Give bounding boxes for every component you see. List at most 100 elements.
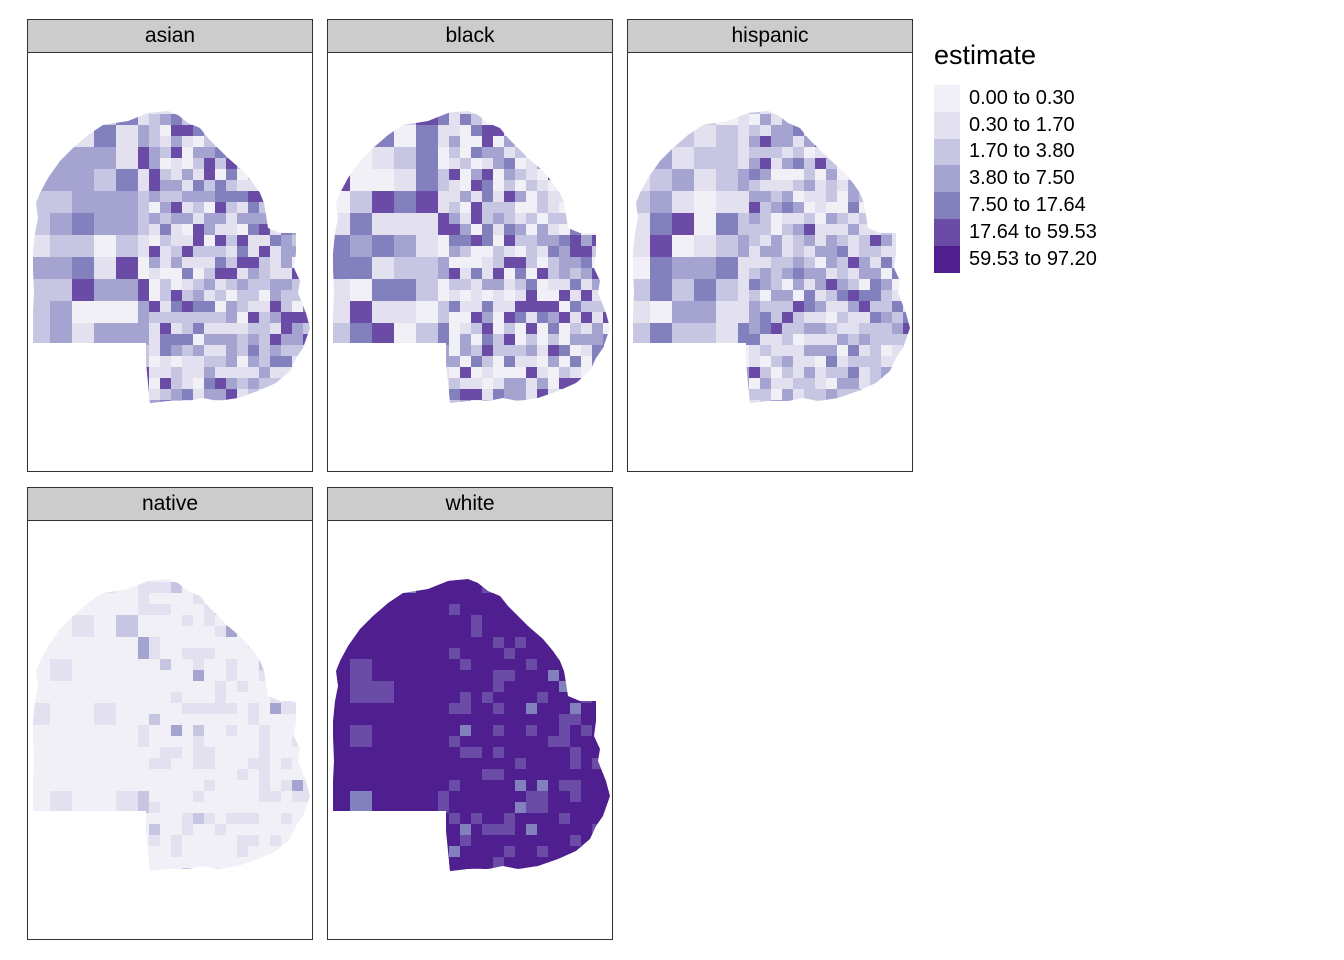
tract bbox=[328, 411, 351, 434]
tract bbox=[248, 111, 260, 115]
tract bbox=[672, 111, 695, 126]
tract bbox=[592, 579, 604, 583]
tract bbox=[281, 367, 293, 379]
legend-entry: 0.30 to 1.70 bbox=[934, 111, 1097, 139]
tract bbox=[493, 747, 505, 759]
legend-entry: 17.64 to 59.53 bbox=[934, 218, 1097, 246]
tract bbox=[515, 312, 527, 324]
tract bbox=[760, 400, 772, 403]
tract bbox=[171, 780, 183, 792]
tract bbox=[537, 835, 549, 847]
tract bbox=[460, 769, 472, 781]
facet-strip-label: hispanic bbox=[627, 19, 913, 53]
tract bbox=[559, 202, 571, 214]
tract bbox=[559, 125, 571, 137]
tract bbox=[515, 323, 527, 335]
tract bbox=[281, 758, 293, 770]
tract bbox=[449, 235, 461, 247]
tract bbox=[559, 191, 571, 203]
tract bbox=[449, 202, 461, 214]
tract bbox=[215, 290, 227, 302]
tract bbox=[333, 769, 351, 792]
tract bbox=[303, 769, 310, 781]
tract bbox=[248, 813, 260, 825]
tract bbox=[193, 180, 205, 192]
tract bbox=[449, 736, 461, 748]
tract bbox=[559, 290, 571, 302]
tract bbox=[270, 648, 282, 660]
tract bbox=[815, 268, 827, 280]
tract bbox=[771, 257, 783, 269]
tract bbox=[94, 191, 117, 214]
tract bbox=[892, 301, 904, 313]
tract bbox=[182, 615, 194, 627]
tract bbox=[270, 213, 282, 225]
tract bbox=[171, 136, 183, 148]
tract bbox=[50, 169, 73, 192]
tract bbox=[881, 389, 893, 401]
tract bbox=[204, 257, 216, 269]
tract bbox=[603, 389, 610, 401]
legend-swatch bbox=[934, 111, 960, 139]
tract bbox=[592, 202, 604, 214]
tract bbox=[633, 367, 651, 390]
tract bbox=[292, 835, 304, 847]
tract bbox=[215, 169, 227, 181]
tract bbox=[694, 169, 717, 192]
tract bbox=[460, 301, 472, 313]
tract bbox=[303, 246, 310, 258]
tract bbox=[815, 389, 827, 401]
tract bbox=[592, 593, 604, 605]
tract bbox=[537, 582, 549, 594]
tract bbox=[771, 301, 783, 313]
tract bbox=[782, 180, 794, 192]
tract bbox=[149, 279, 161, 291]
tract bbox=[460, 604, 472, 616]
tract bbox=[33, 323, 51, 346]
tract bbox=[33, 169, 51, 192]
tract bbox=[215, 345, 227, 357]
tract bbox=[493, 758, 505, 770]
tract bbox=[160, 582, 172, 594]
tract bbox=[493, 791, 505, 803]
tract bbox=[394, 747, 417, 770]
tract bbox=[303, 158, 310, 170]
tract bbox=[116, 857, 139, 871]
tract bbox=[303, 659, 310, 671]
tract bbox=[160, 637, 172, 649]
tract bbox=[782, 279, 794, 291]
tract bbox=[526, 400, 538, 403]
tract bbox=[460, 758, 472, 770]
tract bbox=[160, 703, 172, 715]
tract bbox=[281, 378, 293, 390]
tract bbox=[259, 158, 271, 170]
tract bbox=[471, 824, 483, 836]
tract bbox=[581, 312, 593, 324]
tract bbox=[204, 114, 216, 126]
tract bbox=[350, 411, 373, 434]
tract bbox=[570, 747, 582, 759]
tract bbox=[182, 681, 194, 693]
tract bbox=[394, 769, 417, 792]
tract bbox=[592, 268, 604, 280]
tract bbox=[859, 224, 871, 236]
tract bbox=[482, 857, 494, 869]
tract bbox=[270, 224, 282, 236]
tract bbox=[493, 769, 505, 781]
tract bbox=[760, 158, 772, 170]
tract bbox=[460, 736, 472, 748]
tract bbox=[870, 268, 882, 280]
tract bbox=[570, 191, 582, 203]
tract bbox=[548, 246, 560, 258]
tract bbox=[837, 389, 849, 401]
tract bbox=[372, 301, 395, 324]
tract bbox=[504, 180, 516, 192]
tract bbox=[171, 356, 183, 368]
tract bbox=[372, 257, 395, 280]
tract bbox=[859, 301, 871, 313]
tract bbox=[793, 323, 805, 335]
tract bbox=[804, 279, 816, 291]
tract bbox=[149, 626, 161, 638]
tract bbox=[449, 692, 461, 704]
tract bbox=[149, 334, 161, 346]
